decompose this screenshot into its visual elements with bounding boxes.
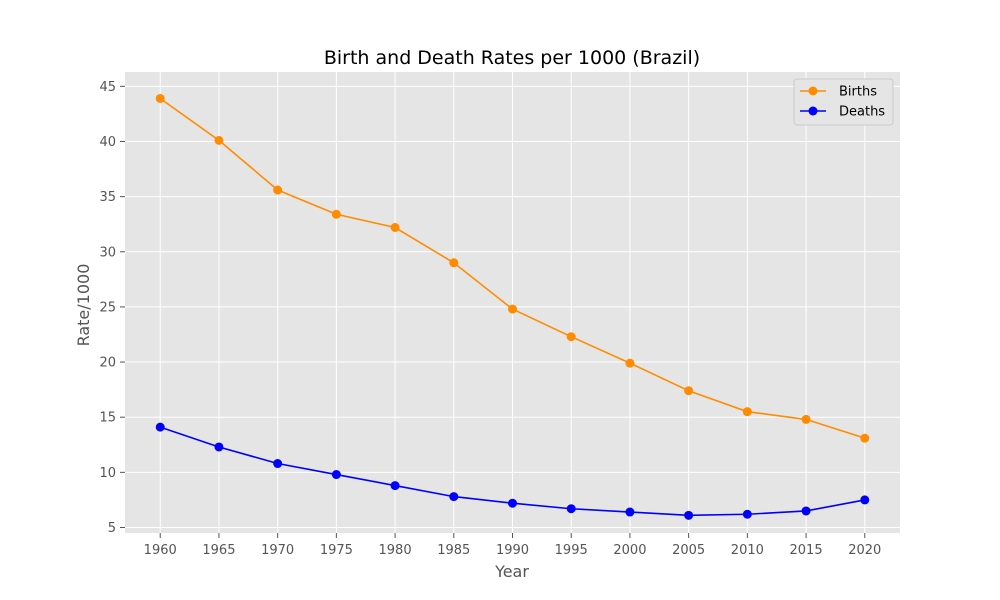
x-tick-label: 2005 [672,543,705,558]
y-axis-title: Rate/1000 [74,264,93,347]
deaths-point [214,442,224,452]
x-tick-label: 1975 [320,543,353,558]
y-tick-label: 45 [99,80,116,95]
deaths-point [625,507,635,517]
grid-lines [125,72,900,533]
y-axis: 5 10 15 20 25 30 35 40 45 [99,80,125,536]
x-tick-label: 1965 [202,543,235,558]
births-point [449,258,459,268]
x-tick-label: 1985 [437,543,470,558]
y-tick-label: 15 [99,411,116,426]
x-tick-label: 2020 [848,543,881,558]
x-axis-title: Year [494,562,529,581]
x-tick-label: 2010 [731,543,764,558]
x-axis: 1960 1965 1970 1975 1980 1985 1990 1995 2000 2005… [144,533,881,558]
y-tick-label: 5 [108,521,116,536]
deaths-point [155,422,165,432]
y-tick-label: 40 [99,135,116,150]
deaths-point [566,504,576,514]
x-tick-label: 2015 [790,543,823,558]
deaths-point [273,459,283,469]
x-tick-label: 1970 [261,543,294,558]
births-point [742,407,752,417]
births-point [625,358,635,368]
births-point [508,304,517,314]
deaths-point [449,492,459,502]
deaths-point [390,481,400,491]
deaths-legend-label: Deaths [839,105,885,120]
x-tick-label: 1990 [496,543,529,558]
deaths-point [508,498,517,508]
births-point [214,135,224,145]
deaths-legend-marker [808,106,818,116]
births-legend-marker [808,86,818,96]
births-point [155,93,165,103]
deaths-point [742,509,752,519]
x-tick-label: 1980 [379,543,412,558]
series-group [155,93,870,520]
births-point [684,386,694,396]
births-point [860,433,870,443]
legend: Births Deaths [793,78,894,126]
births-point [331,209,341,219]
deaths-point [684,510,694,520]
y-tick-label: 35 [99,190,116,205]
x-tick-label: 1995 [555,543,588,558]
chart-title: Birth and Death Rates per 1000 (Brazil) [324,47,700,69]
births-point [801,414,811,424]
y-tick-label: 25 [99,300,116,315]
births-point [273,185,283,195]
x-tick-label: 2000 [613,543,646,558]
births-point [390,223,400,233]
x-tick-label: 1960 [144,543,177,558]
y-tick-label: 20 [99,356,116,371]
births-point [566,332,576,342]
y-tick-label: 10 [99,466,116,481]
deaths-point [860,495,870,505]
deaths-point [801,506,811,516]
y-tick-label: 30 [99,245,116,260]
deaths-point [331,470,341,480]
births-legend-label: Births [839,85,877,100]
